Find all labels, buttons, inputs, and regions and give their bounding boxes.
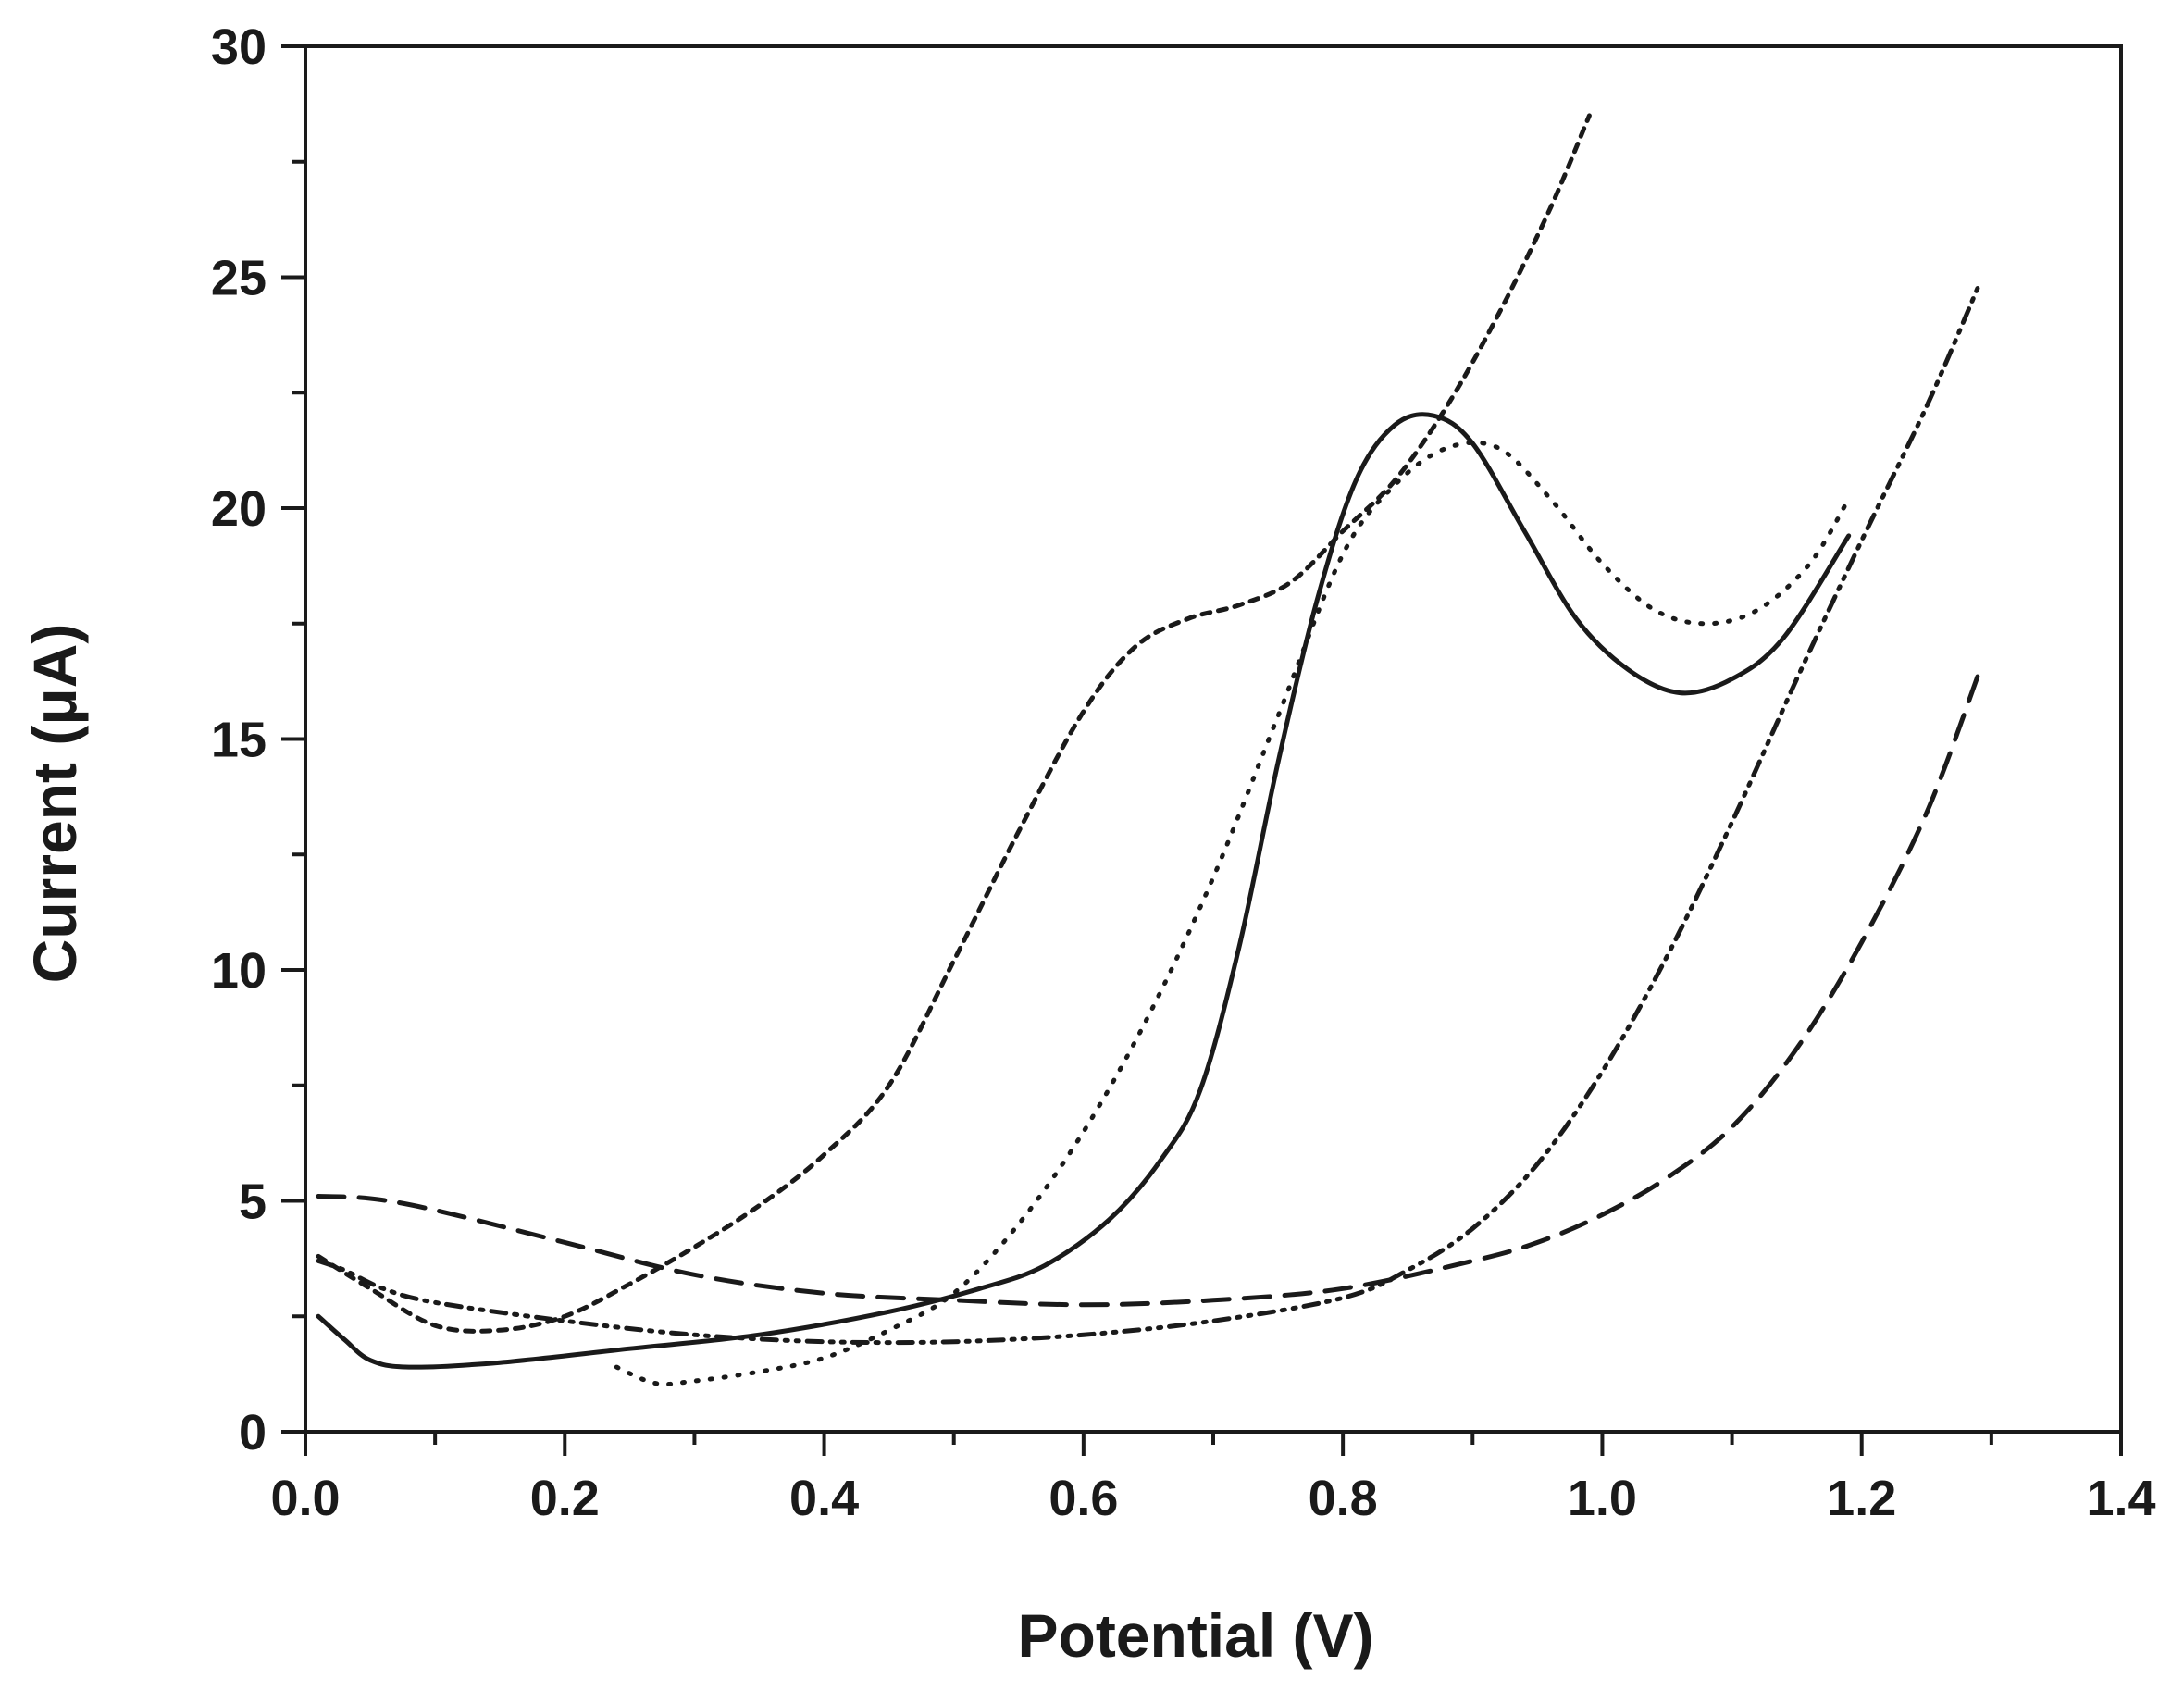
x-tick-label: 1.2 xyxy=(1827,1471,1896,1526)
x-tick-label: 1.0 xyxy=(1568,1471,1637,1526)
y-tick-label: 15 xyxy=(211,713,267,768)
x-tick-label: 0.8 xyxy=(1309,1471,1378,1526)
series-line-short-dash xyxy=(316,113,1592,1334)
plot-frame xyxy=(304,44,2123,1434)
y-tick-label: 30 xyxy=(211,19,267,75)
plot-area xyxy=(316,113,1981,1387)
series-line-long-dash xyxy=(316,672,1981,1308)
y-tick-label: 10 xyxy=(211,943,267,999)
y-tick-label: 25 xyxy=(211,251,267,306)
y-axis-title: Current (μA) xyxy=(20,624,89,984)
x-tick-label: 0.4 xyxy=(789,1471,859,1526)
y-tick-label: 0 xyxy=(239,1405,267,1460)
y-tick-label: 5 xyxy=(239,1174,267,1230)
x-axis-title: Potential (V) xyxy=(1017,1601,1373,1670)
series-line-dash-dot-dot xyxy=(316,284,1981,1346)
x-tick-label: 0.0 xyxy=(270,1471,340,1526)
x-tick-label: 1.4 xyxy=(2086,1471,2155,1526)
series-line-dotted xyxy=(614,440,1852,1387)
axes: 0.0 0.2 0.4 0.6 0.8 1.0 1.2 1.4 0 5 10 15 20 25 30 xyxy=(211,19,2156,1526)
x-tick-label: 0.2 xyxy=(530,1471,600,1526)
x-tick-label: 0.6 xyxy=(1049,1471,1118,1526)
series-line-solid xyxy=(316,412,1852,1370)
y-tick-label: 20 xyxy=(211,481,267,537)
